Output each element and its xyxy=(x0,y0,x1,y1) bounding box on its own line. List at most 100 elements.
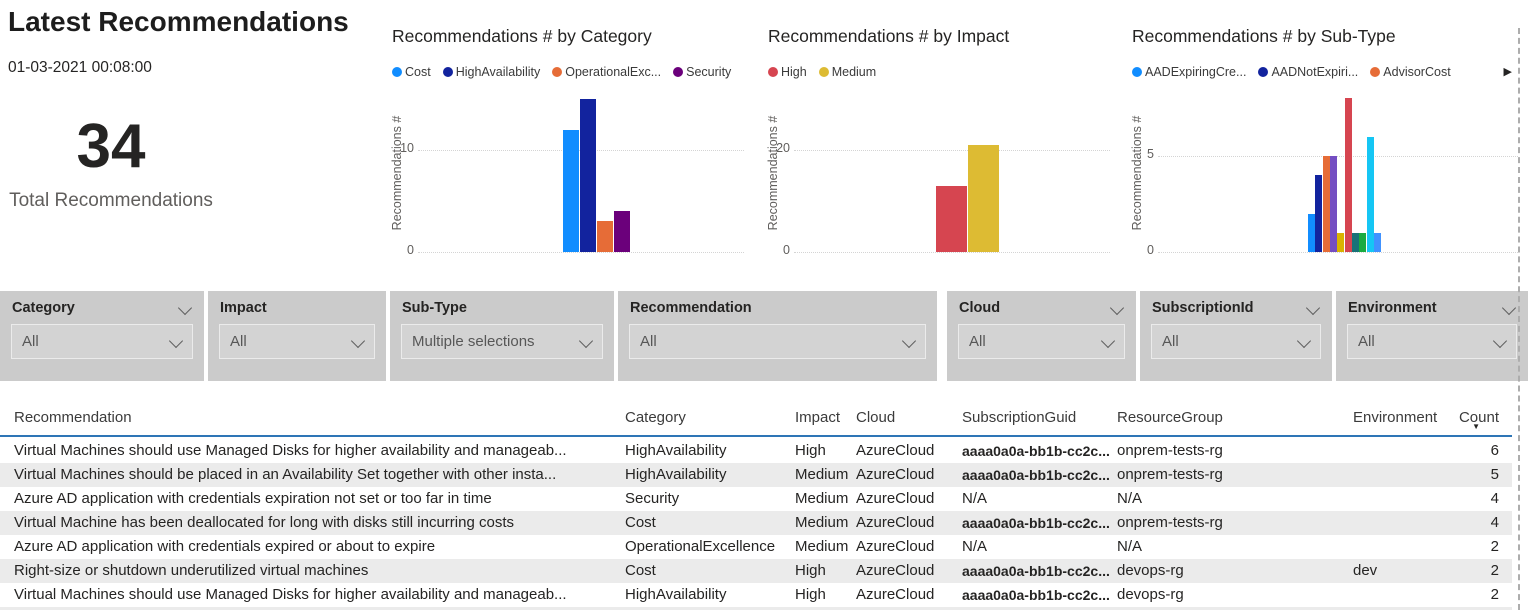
slicer-dropdown[interactable]: All xyxy=(11,324,193,359)
bar-Security[interactable] xyxy=(614,211,630,252)
legend-item[interactable]: AADExpiringCre... xyxy=(1132,65,1246,79)
chart-recommendations-by-category[interactable]: Recommendations # by Category Cost HighAv… xyxy=(390,24,746,262)
legend-item[interactable]: Cost xyxy=(392,65,431,79)
cell-cloud: AzureCloud xyxy=(856,562,935,579)
total-recommendations-label: Total Recommendations xyxy=(9,190,213,211)
cell-environment xyxy=(1353,583,1453,607)
cell-subscriptionguid: aaaa0a0a-bb1b-cc2c... xyxy=(962,563,1110,579)
cell-cloud: AzureCloud xyxy=(856,514,935,531)
slicer-dropdown[interactable]: All xyxy=(629,324,926,359)
legend-label: HighAvailability xyxy=(455,65,541,79)
slicer-selected-value: Multiple selections xyxy=(412,333,535,350)
table-row[interactable] xyxy=(0,607,1512,610)
cell-recommendation: Azure AD application with credentials ex… xyxy=(14,490,492,507)
cell-cloud: AzureCloud xyxy=(856,466,935,483)
chevron-down-icon[interactable] xyxy=(901,333,917,349)
cell-subscriptionguid: N/A xyxy=(962,538,988,555)
bar-series-9[interactable] xyxy=(1366,136,1374,252)
slicer-dropdown[interactable]: All xyxy=(958,324,1125,359)
legend-label: OperationalExc... xyxy=(565,65,662,79)
cell-environment xyxy=(1353,511,1453,535)
chevron-down-icon[interactable] xyxy=(168,333,184,349)
column-header-recommendation[interactable]: Recommendation xyxy=(0,394,625,435)
column-header-category[interactable]: Category xyxy=(625,394,795,435)
slicer-cloud: Cloud All xyxy=(947,291,1136,381)
cell-subscriptionguid: aaaa0a0a-bb1b-cc2c... xyxy=(962,587,1110,603)
cell-cloud: AzureCloud xyxy=(856,442,935,459)
cell-category: Cost xyxy=(625,562,656,579)
legend-label: Security xyxy=(686,65,732,79)
chevron-down-icon[interactable] xyxy=(578,333,594,349)
bar-series-5[interactable] xyxy=(1337,232,1345,252)
legend-color-dot xyxy=(392,67,402,77)
chevron-down-icon[interactable] xyxy=(1109,300,1125,316)
slicer-selected-value: All xyxy=(969,333,986,350)
table-row[interactable]: Azure AD application with credentials ex… xyxy=(0,535,1512,559)
slicer-dropdown[interactable]: All xyxy=(1151,324,1321,359)
bar-AADExpiringCre[interactable] xyxy=(1308,213,1315,252)
cell-subscriptionguid: aaaa0a0a-bb1b-cc2c... xyxy=(962,443,1110,459)
chevron-down-icon[interactable] xyxy=(1492,333,1508,349)
column-header-impact[interactable]: Impact xyxy=(795,394,856,435)
bar-series-7[interactable] xyxy=(1352,232,1360,252)
legend-next-arrow-icon[interactable]: ▶ xyxy=(1503,66,1512,78)
legend-item[interactable]: OperationalExc... xyxy=(552,65,661,79)
column-header-label: Impact xyxy=(795,409,841,426)
slicer-dropdown[interactable]: Multiple selections xyxy=(401,324,603,359)
bar-series-8[interactable] xyxy=(1359,232,1367,252)
chevron-down-icon[interactable] xyxy=(350,333,366,349)
legend-color-dot xyxy=(818,67,829,77)
bar-HighAvailability[interactable] xyxy=(580,99,596,252)
cell-resourcegroup: onprem-tests-rg xyxy=(1117,514,1223,531)
table-row[interactable]: Virtual Machines should use Managed Disk… xyxy=(0,583,1512,607)
page-title: Latest Recommendations xyxy=(8,6,349,37)
bar-series-4[interactable] xyxy=(1330,156,1338,252)
chevron-down-icon[interactable] xyxy=(177,300,193,316)
column-header-resourcegroup[interactable]: ResourceGroup xyxy=(1117,394,1353,435)
chevron-down-icon[interactable] xyxy=(1296,333,1312,349)
column-header-cloud[interactable]: Cloud xyxy=(856,394,962,435)
bar-Medium[interactable] xyxy=(968,144,999,252)
slicer-environment: Environment All xyxy=(1336,291,1528,381)
bar-series-10[interactable] xyxy=(1374,232,1382,252)
table-row[interactable]: Virtual Machines should use Managed Disk… xyxy=(0,439,1512,463)
legend-item[interactable]: AADNotExpiri... xyxy=(1258,65,1358,79)
bar-High[interactable] xyxy=(936,185,967,252)
slicer-header-label: SubscriptionId xyxy=(1152,300,1254,316)
slicer-dropdown[interactable]: All xyxy=(219,324,375,359)
slicer-header-label: Category xyxy=(12,300,75,316)
table-row[interactable]: Right-size or shutdown underutilized vir… xyxy=(0,559,1512,583)
chevron-down-icon[interactable] xyxy=(1501,300,1517,316)
report-timestamp: 01-03-2021 00:08:00 xyxy=(8,59,152,76)
chart-recommendations-by-impact[interactable]: Recommendations # by Impact High Medium R… xyxy=(766,24,1112,262)
column-header-count[interactable]: Count ▼ xyxy=(1453,394,1512,435)
chart-recommendations-by-sub-type[interactable]: Recommendations # by Sub-Type AADExpirin… xyxy=(1130,24,1520,262)
chevron-down-icon[interactable] xyxy=(1305,300,1321,316)
table-row[interactable]: Azure AD application with credentials ex… xyxy=(0,487,1512,511)
slicer-dropdown[interactable]: All xyxy=(1347,324,1517,359)
table-row[interactable]: Virtual Machines should be placed in an … xyxy=(0,463,1512,487)
column-header-environment[interactable]: Environment xyxy=(1353,394,1453,435)
bar-AADNotExpiri[interactable] xyxy=(1315,175,1323,252)
y-axis-tick: 10 xyxy=(400,141,414,155)
legend-item[interactable]: AdvisorCost xyxy=(1370,65,1451,79)
bar-Cost[interactable] xyxy=(563,129,579,252)
legend-item[interactable]: Security xyxy=(673,65,731,79)
sort-descending-icon: ▼ xyxy=(1472,422,1480,431)
legend-color-dot xyxy=(1132,67,1142,77)
bar-OperationalExcellence[interactable] xyxy=(597,221,613,252)
chevron-down-icon[interactable] xyxy=(1100,333,1116,349)
legend-item[interactable]: HighAvailability xyxy=(442,65,541,79)
column-header-label: Count xyxy=(1458,409,1499,426)
slicer-selected-value: All xyxy=(640,333,657,350)
bar-AdvisorCost[interactable] xyxy=(1322,156,1330,252)
column-header-subscriptionguid[interactable]: SubscriptionGuid xyxy=(962,394,1117,435)
table-row[interactable]: Virtual Machine has been deallocated for… xyxy=(0,511,1512,535)
legend-item[interactable]: High xyxy=(768,65,807,79)
y-axis-tick: 0 xyxy=(783,243,790,257)
bar-series-6[interactable] xyxy=(1344,98,1352,252)
legend-color-dot xyxy=(1370,67,1381,77)
cell-category: Cost xyxy=(625,514,656,531)
legend-item[interactable]: Medium xyxy=(818,65,876,79)
